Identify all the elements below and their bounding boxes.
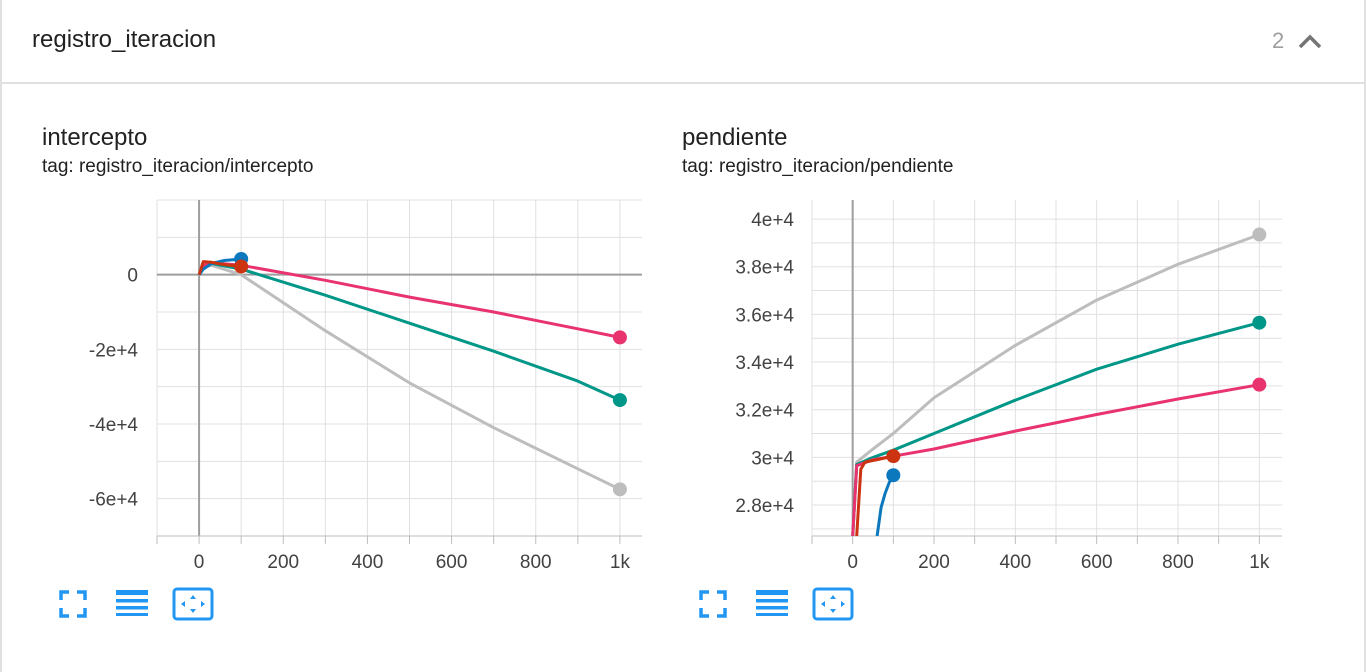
series-end-point [1252,315,1267,330]
series-line [875,474,895,536]
fullscreen-icon[interactable] [56,587,90,621]
y-tick-label: 3.6e+4 [735,305,794,326]
chart-tag: tag: registro_iteracion/pendiente [682,156,954,177]
series-line [855,454,894,536]
y-tick-label: 3.4e+4 [735,353,794,374]
y-tick-label: 0 [127,266,138,287]
section-count: 2 [1272,28,1285,53]
series-line [851,383,1260,536]
series-end-point [886,449,901,464]
series-end-point [1252,377,1267,392]
series-end-point [234,259,249,274]
y-tick-label: 4e+4 [751,210,794,231]
line-chart-pendiente[interactable]: 0 200 400 600 800 1k 2.8e+4 3e+4 3.2e+4 3.4e+4 3.6… [642,110,1282,640]
y-tick-label: 2.8e+4 [735,496,794,517]
series-end-point [886,468,901,483]
toggle-y-log-icon[interactable] [754,587,788,621]
series-end-point [612,330,627,345]
x-tick-label: 600 [436,552,468,573]
series-end-point [1252,227,1267,242]
x-tick-label: 600 [1081,552,1113,573]
x-tick-label: 1k [610,552,631,573]
toggle-y-log-icon[interactable] [114,587,148,621]
x-tick-label: 800 [1162,552,1194,573]
y-tick-label: 3.2e+4 [735,401,794,422]
fit-domain-icon[interactable] [812,587,854,621]
x-tick-label: 200 [918,552,950,573]
chart-tag: tag: registro_iteracion/intercepto [42,156,314,177]
series-line [197,261,621,339]
y-tick-label: -2e+4 [89,340,139,361]
x-tick-label: 0 [847,552,858,573]
section-header[interactable]: registro_iteracion 2 [2,0,1364,84]
fullscreen-icon[interactable] [696,587,730,621]
series-end-point [612,393,627,408]
y-tick-label: -6e+4 [89,490,139,511]
x-tick-label: 800 [520,552,552,573]
chart-card-pendiente: pendiente tag: registro_iteracion/pendie… [642,110,1282,640]
fit-domain-icon[interactable] [172,587,214,621]
series-line [851,233,1260,536]
y-tick-label: 3.8e+4 [735,258,794,279]
x-tick-label: 400 [999,552,1031,573]
y-tick-label: 3e+4 [751,448,794,469]
section-title: registro_iteracion [32,26,217,53]
line-chart-intercepto[interactable]: 0 200 400 600 800 1k 0 -2e+4 -4e+4 -6e+4 [2,110,642,640]
chart-title: intercepto [42,124,148,151]
y-tick-label: -4e+4 [89,415,139,436]
x-tick-label: 1k [1249,552,1270,573]
x-tick-label: 0 [194,552,205,573]
x-tick-label: 200 [267,552,299,573]
chart-card-intercepto: intercepto tag: registro_iteracion/inter… [2,110,642,640]
series-end-point [612,482,627,497]
chart-title: pendiente [682,124,788,151]
x-tick-label: 400 [352,552,384,573]
series-line [197,260,242,276]
chevron-up-icon[interactable] [1296,30,1324,52]
